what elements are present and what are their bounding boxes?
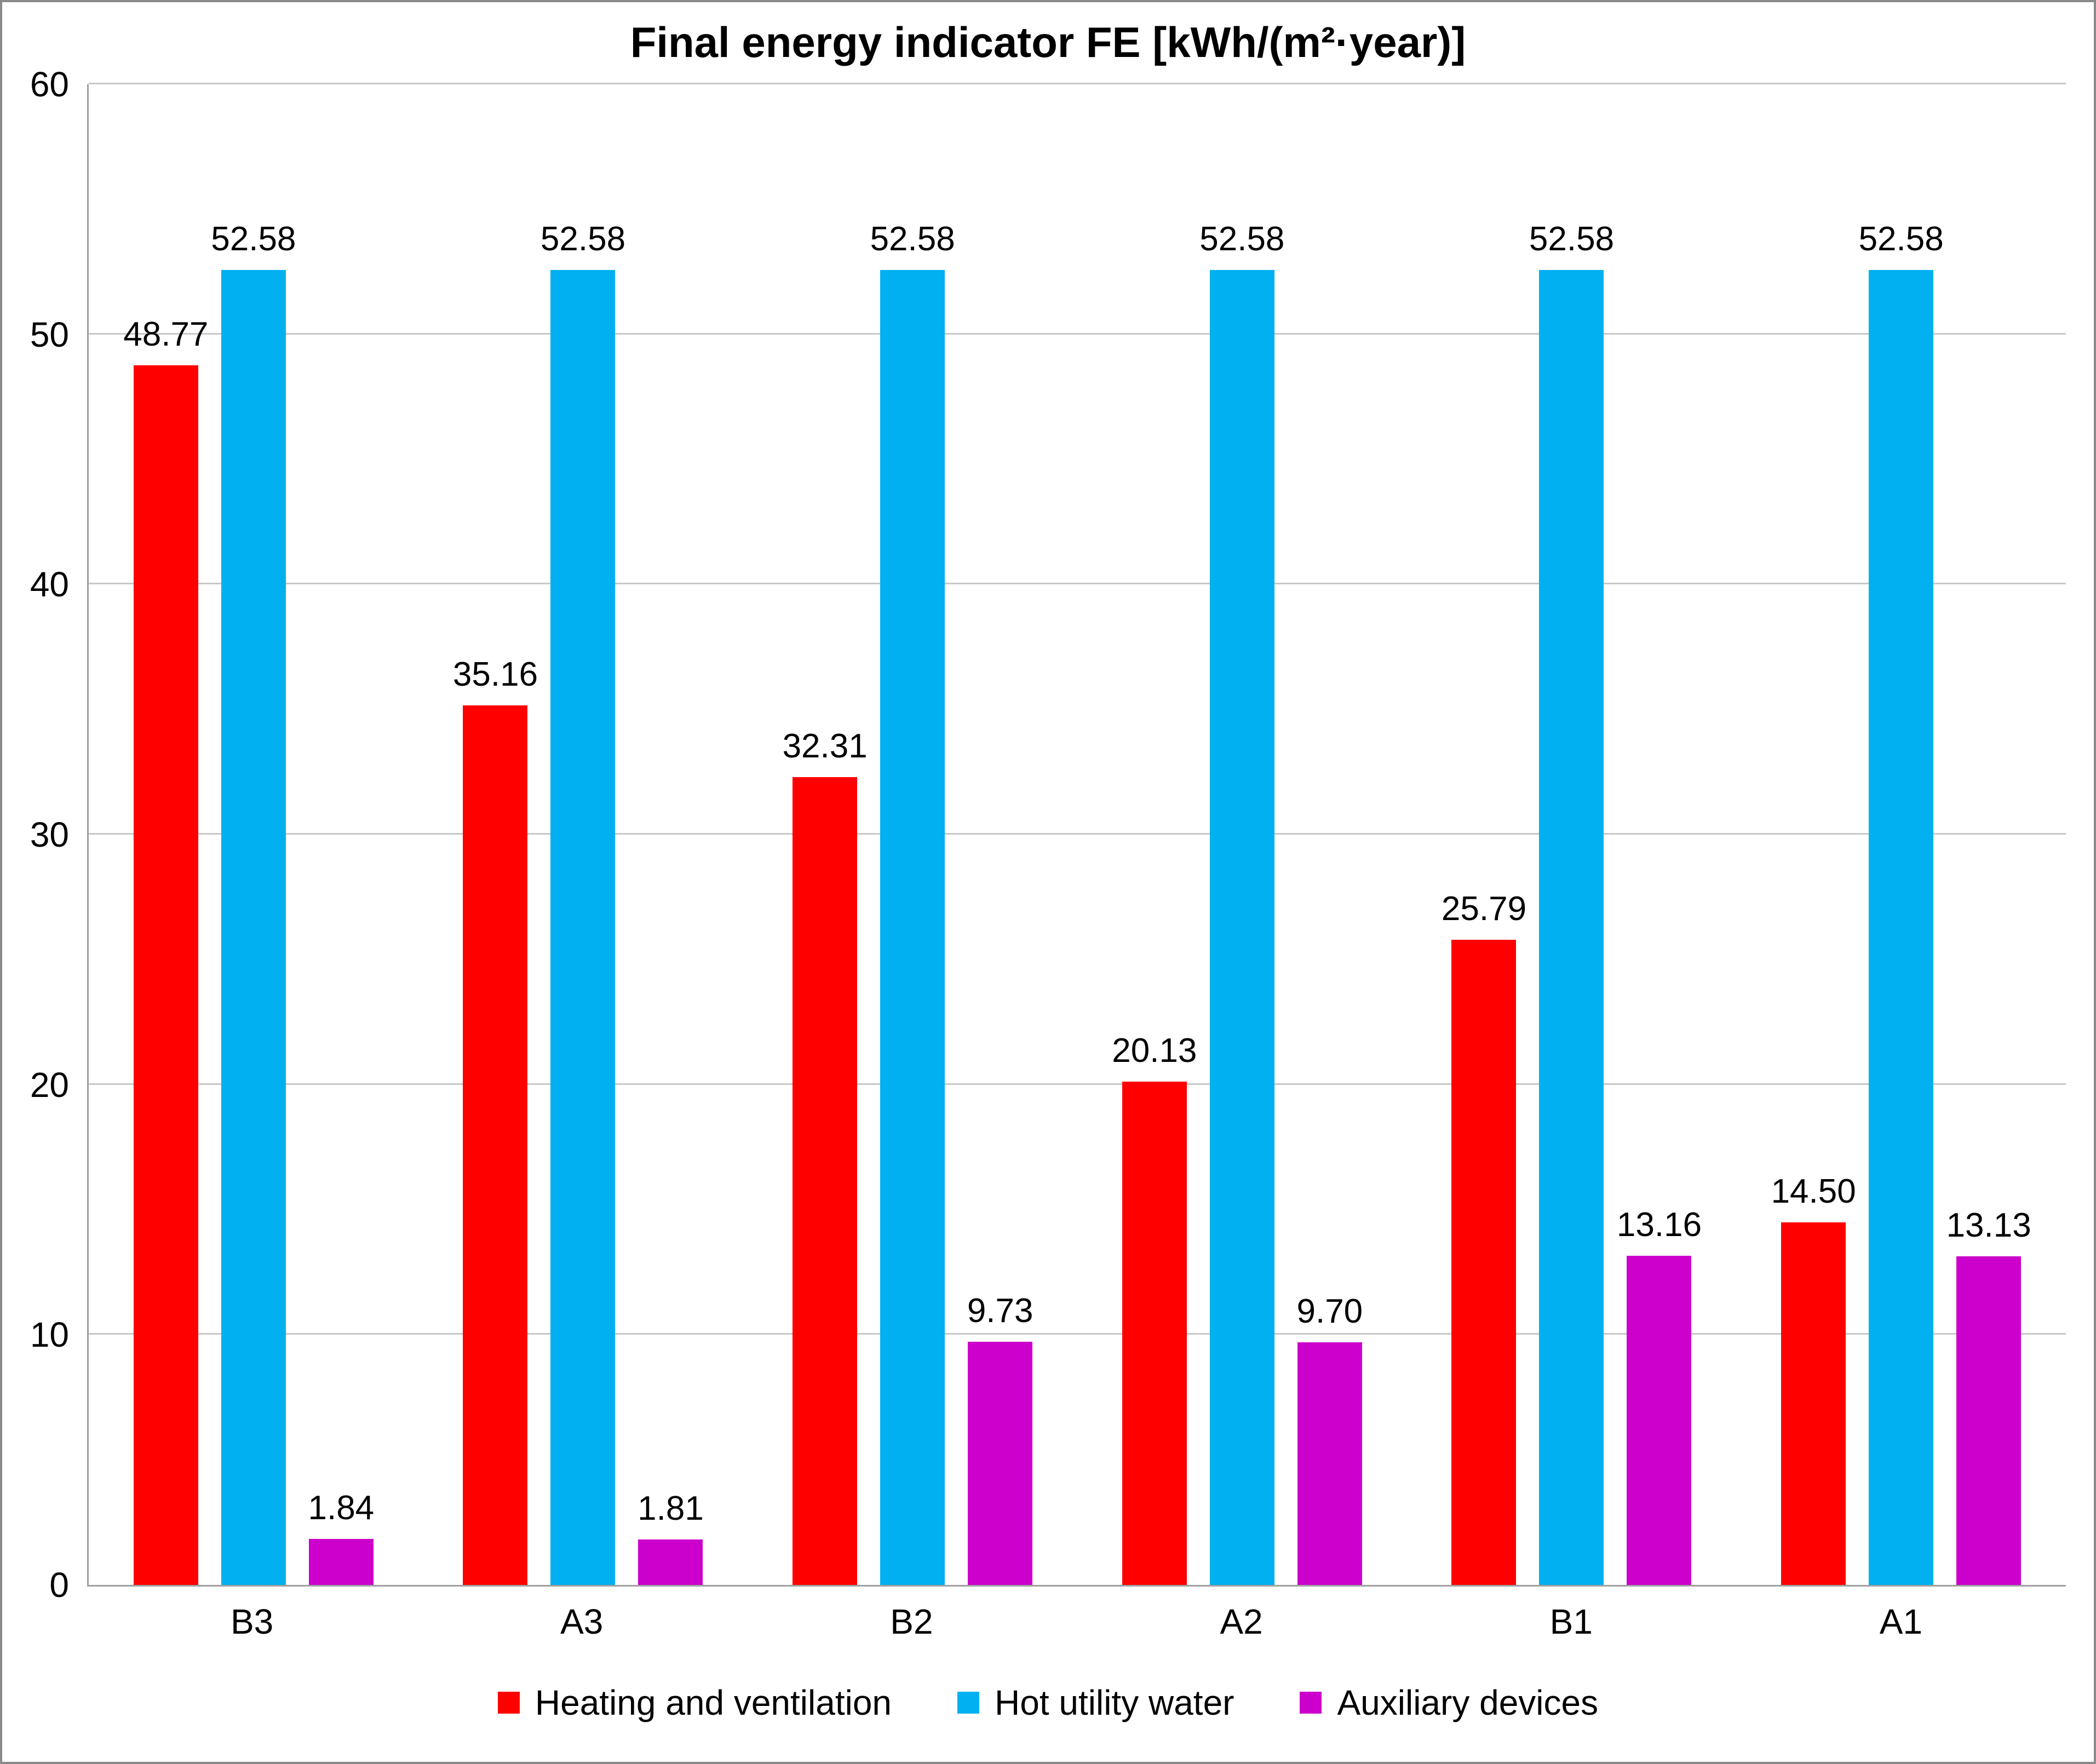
bar-b2-auxiliary-devices: 9.73 (967, 1292, 1033, 1585)
legend-swatch-icon (497, 1692, 520, 1714)
y-tick-label-40: 40 (30, 565, 69, 605)
bar-value-label-a2-heating-and-ventilation: 20.13 (1112, 1031, 1197, 1070)
bar-group-a2: 20.13 52.58 9.70 (1077, 84, 1407, 1585)
bar-b2-hot-utility-water: 52.58 (870, 220, 955, 1585)
x-category-label-a3: A3 (560, 1602, 604, 1641)
gridline-40 (89, 583, 2066, 585)
x-category-label-b2: B2 (890, 1602, 933, 1641)
bar-b1-heating-and-ventilation: 25.79 (1442, 890, 1526, 1585)
gridline-50 (89, 332, 2066, 335)
legend-item-auxiliary-devices: Auxiliary devices (1300, 1682, 1598, 1723)
bar-value-label-a3-heating-and-ventilation: 35.16 (452, 656, 538, 694)
bar-value-label-b2-auxiliary-devices: 9.73 (967, 1291, 1033, 1330)
x-category-label-b1: B1 (1549, 1602, 1593, 1641)
bar-b2-heating-and-ventilation: 32.31 (783, 727, 868, 1585)
bar-value-label-a2-hot-utility-water: 52.58 (1199, 220, 1285, 258)
bar-value-label-a1-hot-utility-water: 52.58 (1858, 220, 1944, 258)
bar-b3-hot-utility-water: 52.58 (211, 220, 296, 1585)
bar-group-a1: 14.50 52.58 13.13 (1736, 84, 2066, 1585)
y-tick-label-30: 30 (30, 815, 69, 854)
bar-value-label-b3-hot-utility-water: 52.58 (211, 220, 296, 258)
bar-a2-auxiliary-devices: 9.70 (1296, 1292, 1363, 1585)
y-tick-label-20: 20 (30, 1065, 69, 1105)
legend-label: Heating and ventilation (535, 1683, 892, 1722)
x-category-label-b3: B3 (230, 1602, 274, 1641)
bar-a2-heating-and-ventilation: 20.13 (1112, 1032, 1197, 1585)
bar-a3-auxiliary-devices: 1.81 (638, 1490, 704, 1585)
bar-value-label-a1-auxiliary-devices: 13.13 (1946, 1206, 2031, 1245)
legend-label: Hot utility water (995, 1683, 1234, 1722)
y-tick-label-50: 50 (30, 314, 69, 354)
legend-item-heating-and-ventilation: Heating and ventilation (497, 1682, 892, 1723)
y-tick-label-0: 0 (49, 1565, 69, 1605)
bar-group-b2: 32.31 52.58 9.73 (748, 84, 1077, 1585)
bar-b3-auxiliary-devices: 1.84 (308, 1489, 374, 1585)
bar-a3-hot-utility-water: 52.58 (541, 220, 625, 1585)
bar-b3-heating-and-ventilation: 48.77 (123, 315, 208, 1585)
bar-b1-auxiliary-devices: 13.16 (1617, 1206, 1702, 1585)
gridline-30 (89, 833, 2066, 835)
bar-value-label-a2-auxiliary-devices: 9.70 (1296, 1292, 1363, 1331)
bar-a1-heating-and-ventilation: 14.50 (1771, 1173, 1856, 1585)
bar-value-label-b1-heating-and-ventilation: 25.79 (1441, 890, 1527, 928)
y-tick-label-60: 60 (30, 65, 69, 104)
legend-item-hot-utility-water: Hot utility water (957, 1682, 1234, 1723)
bar-group-a3: 35.16 52.58 1.81 (418, 84, 748, 1585)
plot-area: 48.77 52.58 1.84 35.16 52.58 1.81 32.31 52.58 9.… (87, 83, 2066, 1587)
gridline-20 (89, 1083, 2066, 1085)
bar-a1-auxiliary-devices: 13.13 (1946, 1206, 2031, 1585)
x-category-label-a2: A2 (1220, 1602, 1263, 1641)
bar-value-label-a3-auxiliary-devices: 1.81 (638, 1490, 704, 1528)
bar-group-b3: 48.77 52.58 1.84 (89, 84, 418, 1585)
chart-title: Final energy indicator FE [kWh/(m²·year)… (630, 18, 1466, 66)
legend-label: Auxiliary devices (1337, 1683, 1599, 1722)
bar-a1-hot-utility-water: 52.58 (1859, 220, 1944, 1585)
gridline-10 (89, 1333, 2066, 1335)
bar-value-label-a1-heating-and-ventilation: 14.50 (1771, 1172, 1856, 1210)
bar-value-label-b1-auxiliary-devices: 13.16 (1616, 1206, 1702, 1244)
bar-value-label-b1-hot-utility-water: 52.58 (1529, 220, 1615, 258)
bar-a2-hot-utility-water: 52.58 (1199, 220, 1284, 1585)
bar-value-label-a3-hot-utility-water: 52.58 (540, 220, 626, 258)
bar-group-b1: 25.79 52.58 13.16 (1407, 84, 1737, 1585)
y-axis: 0 10 20 30 40 50 60 (2, 67, 79, 1602)
bar-value-label-b3-heating-and-ventilation: 48.77 (123, 315, 209, 353)
y-tick-label-10: 10 (30, 1315, 69, 1355)
bar-b1-hot-utility-water: 52.58 (1529, 220, 1614, 1585)
legend: Heating and ventilation Hot utility water… (2, 1682, 2094, 1723)
gridline-60 (89, 83, 2066, 84)
bar-a3-heating-and-ventilation: 35.16 (453, 656, 538, 1585)
bar-value-label-b3-auxiliary-devices: 1.84 (308, 1489, 375, 1527)
legend-swatch-icon (1300, 1692, 1322, 1714)
x-axis-labels: B3 A3 B2 A2 B1 A1 (87, 1601, 2066, 1642)
bar-value-label-b2-hot-utility-water: 52.58 (870, 220, 955, 258)
x-category-label-a1: A1 (1879, 1602, 1923, 1641)
legend-swatch-icon (957, 1692, 980, 1714)
bar-value-label-b2-heating-and-ventilation: 32.31 (782, 727, 868, 765)
